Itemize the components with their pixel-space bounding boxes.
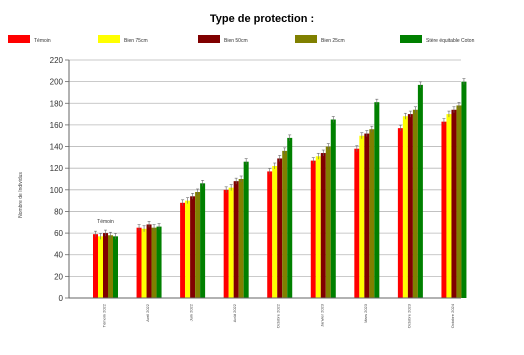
bar	[330, 119, 336, 298]
bar	[461, 81, 467, 299]
legend-swatch	[295, 35, 317, 43]
bar	[228, 187, 234, 298]
legend-label: Bien 25cm	[321, 38, 345, 44]
bar	[223, 189, 229, 298]
bar	[113, 236, 118, 298]
y-tick-label: 200	[50, 78, 64, 87]
y-tick-label: 220	[50, 56, 64, 65]
bar	[412, 109, 418, 298]
bar	[108, 235, 113, 298]
bar	[364, 133, 370, 298]
y-tick-label: 80	[54, 207, 63, 216]
legend-label: Témoin	[34, 38, 51, 44]
bar	[272, 166, 278, 298]
y-tick-label: 120	[50, 164, 64, 173]
y-tick-label: 100	[50, 186, 64, 195]
x-category-label: Témoin 2022	[102, 303, 107, 327]
legend-title: Type de protection :	[210, 13, 314, 25]
x-category-label: Octobre 2022	[276, 303, 281, 328]
bar	[98, 236, 103, 298]
bar	[185, 200, 191, 298]
legend-swatch	[400, 35, 422, 43]
bar	[233, 181, 239, 298]
y-tick-label: 40	[54, 251, 63, 260]
y-tick-label: 160	[50, 121, 64, 130]
bar	[456, 105, 462, 298]
bar	[402, 116, 408, 298]
bar	[369, 129, 375, 298]
category-labels: Témoin 2022 Avril 2022 Juin 2022 Août 2022 O…	[102, 303, 455, 328]
x-category-label: Octobre 2024	[450, 303, 455, 328]
y-axis-title: Nombre de Individus	[18, 172, 24, 218]
bar	[287, 137, 293, 298]
legend-label: Stère équitable Coton	[426, 38, 475, 44]
bar	[277, 158, 283, 298]
x-category-label: Août 2022	[232, 303, 237, 322]
bar	[451, 109, 457, 298]
legend-label: Bien 75cm	[124, 38, 148, 44]
bar	[190, 196, 196, 298]
bar	[359, 135, 365, 298]
annotations: Témoin	[97, 219, 114, 225]
legend-swatch	[198, 35, 220, 43]
bar	[310, 160, 316, 298]
y-tick-label: 0	[59, 294, 64, 303]
x-category-label: Avril 2022	[145, 303, 150, 321]
bar	[243, 161, 249, 298]
bar	[267, 171, 273, 298]
bars	[93, 78, 467, 299]
bar	[441, 121, 447, 298]
bar	[315, 156, 321, 298]
bar	[354, 148, 360, 298]
x-category-label: Juin 2022	[189, 303, 194, 321]
bar	[180, 202, 186, 298]
bar	[374, 102, 380, 298]
bar	[136, 227, 142, 298]
y-tick-label: 20	[54, 272, 63, 281]
annotation: Témoin	[97, 219, 114, 225]
bar	[156, 226, 162, 298]
y-tick-label: 180	[50, 99, 64, 108]
bar	[195, 191, 201, 298]
bar	[325, 146, 331, 298]
legend-label: Bien 50cm	[224, 38, 248, 44]
x-category-label: Janvier 2023	[319, 303, 324, 327]
bar	[238, 179, 244, 298]
y-tick-label: 60	[54, 229, 63, 238]
gridlines	[69, 59, 461, 299]
bar	[146, 224, 152, 298]
bar	[151, 227, 157, 298]
x-category-label: Mars 2023	[363, 303, 368, 323]
bar	[417, 84, 423, 298]
legend: Témoin Bien 75cm Bien 50cm Bien 25cm Stère é…	[8, 35, 475, 44]
bar	[200, 183, 206, 298]
bar	[320, 153, 326, 298]
y-tick-label: 140	[50, 143, 64, 152]
bar	[103, 233, 108, 298]
y-axis-ticks: 0 20 40 60 80 100 120 140 160 180 200 220	[50, 56, 69, 303]
bar	[282, 150, 288, 298]
bar	[93, 234, 98, 298]
legend-swatch	[98, 35, 120, 43]
bar	[141, 228, 147, 298]
legend-swatch	[8, 35, 30, 43]
bar	[446, 114, 452, 298]
x-category-label: Octobre 2023	[406, 303, 411, 328]
bar	[397, 128, 403, 298]
bar	[407, 114, 413, 298]
